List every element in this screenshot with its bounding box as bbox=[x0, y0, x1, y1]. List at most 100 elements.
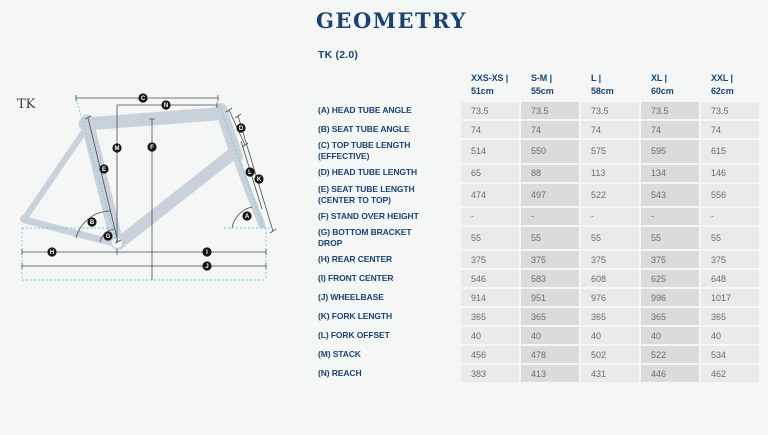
table-row: (B) SEAT TUBE ANGLE 74 74 74 74 74 bbox=[318, 121, 768, 139]
table-row: (A) HEAD TUBE ANGLE 73.5 73.5 73.5 73.5 73.5 bbox=[318, 102, 768, 120]
marker-j: J bbox=[202, 261, 212, 271]
marker-e: E bbox=[99, 164, 109, 174]
rear-dropout bbox=[20, 215, 28, 223]
value-cell: 575 bbox=[581, 140, 639, 163]
value-cell: 456 bbox=[461, 346, 519, 364]
marker-i: I bbox=[202, 247, 212, 257]
table-row: (K) FORK LENGTH 365 365 365 365 365 bbox=[318, 308, 768, 326]
marker-n: N bbox=[161, 100, 171, 110]
value-cell: 365 bbox=[461, 308, 519, 326]
value-cell: 543 bbox=[641, 183, 699, 206]
row-label: (K) FORK LENGTH bbox=[318, 311, 393, 322]
svg-text:M: M bbox=[115, 146, 120, 152]
table-row: (L) FORK OFFSET 40 40 40 40 40 bbox=[318, 327, 768, 345]
value-cell: 1017 bbox=[701, 289, 759, 307]
svg-text:C: C bbox=[141, 96, 146, 102]
marker-f: F bbox=[147, 142, 157, 152]
table-header-row: XXS-XS | 51cm S-M | 55cm L | 58cm XL | 60cm XXL … bbox=[318, 72, 768, 98]
row-label: (H) REAR CENTER bbox=[318, 254, 393, 265]
svg-text:A: A bbox=[245, 214, 250, 220]
table-row: (I) FRONT CENTER 546 583 608 625 648 bbox=[318, 270, 768, 288]
svg-text:I: I bbox=[206, 250, 208, 256]
value-cell: 413 bbox=[521, 365, 579, 383]
value-cell: 546 bbox=[461, 270, 519, 288]
row-label: (N) REACH bbox=[318, 368, 362, 379]
value-cell: 478 bbox=[521, 346, 579, 364]
value-cell: 383 bbox=[461, 365, 519, 383]
value-cell: 375 bbox=[581, 251, 639, 269]
value-cell: 608 bbox=[581, 270, 639, 288]
row-label: (I) FRONT CENTER bbox=[318, 273, 394, 284]
value-cell: - bbox=[461, 207, 519, 225]
table-row: (E) SEAT TUBE LENGTH (CENTER TO TOP) 474 49… bbox=[318, 183, 768, 206]
table-row: (D) HEAD TUBE LENGTH 65 88 113 134 146 bbox=[318, 164, 768, 182]
frame-geometry-diagram: TK A B C D E F G H I J KL M N bbox=[17, 93, 277, 281]
diagram-model-label: TK bbox=[17, 97, 36, 112]
row-label: (C) TOP TUBE LENGTH (EFFECTIVE) bbox=[318, 140, 411, 162]
marker-c: C bbox=[138, 93, 148, 103]
row-label: (L) FORK OFFSET bbox=[318, 330, 390, 341]
page-title: GEOMETRY bbox=[316, 8, 467, 33]
value-cell: 375 bbox=[641, 251, 699, 269]
svg-text:B: B bbox=[90, 220, 95, 226]
value-cell: 502 bbox=[581, 346, 639, 364]
value-cell: 556 bbox=[701, 183, 759, 206]
row-label: (E) SEAT TUBE LENGTH (CENTER TO TOP) bbox=[318, 183, 415, 205]
marker-h: H bbox=[47, 247, 57, 257]
value-cell: 40 bbox=[641, 327, 699, 345]
column-header-2: S-M | 55cm bbox=[531, 73, 554, 97]
value-cell: 365 bbox=[701, 308, 759, 326]
marker-m: M bbox=[112, 143, 122, 153]
value-cell: 534 bbox=[701, 346, 759, 364]
front-dropout bbox=[258, 221, 266, 229]
value-cell: 625 bbox=[641, 270, 699, 288]
value-cell: 996 bbox=[641, 289, 699, 307]
column-header-1: XXS-XS | 51cm bbox=[471, 73, 509, 97]
value-cell: - bbox=[641, 207, 699, 225]
value-cell: 583 bbox=[521, 270, 579, 288]
svg-text:L: L bbox=[248, 170, 252, 176]
row-label: (B) SEAT TUBE ANGLE bbox=[318, 123, 410, 134]
value-cell: 615 bbox=[701, 140, 759, 163]
bike-frame-illustration bbox=[20, 103, 266, 250]
value-cell: 522 bbox=[641, 346, 699, 364]
geometry-table: XXS-XS | 51cm S-M | 55cm L | 58cm XL | 60cm XXL … bbox=[318, 72, 768, 384]
table-row: (G) BOTTOM BRACKET DROP 55 55 55 55 55 bbox=[318, 226, 768, 250]
table-row: (H) REAR CENTER 375 375 375 375 375 bbox=[318, 251, 768, 269]
svg-text:J: J bbox=[205, 264, 208, 270]
value-cell: - bbox=[581, 207, 639, 225]
value-cell: 88 bbox=[521, 164, 579, 182]
value-cell: 375 bbox=[461, 251, 519, 269]
row-label: (G) BOTTOM BRACKET DROP bbox=[318, 226, 412, 249]
value-cell: 462 bbox=[701, 365, 759, 383]
value-cell: 134 bbox=[641, 164, 699, 182]
marker-l: L bbox=[245, 167, 255, 177]
value-cell: 550 bbox=[521, 140, 579, 163]
value-cell: 55 bbox=[641, 226, 699, 250]
value-cell: 74 bbox=[701, 121, 759, 139]
value-cell: 951 bbox=[521, 289, 579, 307]
value-cell: 73.5 bbox=[461, 102, 519, 120]
value-cell: 55 bbox=[581, 226, 639, 250]
value-cell: 65 bbox=[461, 164, 519, 182]
row-label: (F) STAND OVER HEIGHT bbox=[318, 210, 419, 221]
value-cell: 74 bbox=[641, 121, 699, 139]
value-cell: 595 bbox=[641, 140, 699, 163]
dimension-markers: A B C D E F G H I J KL M N bbox=[47, 93, 264, 271]
value-cell: 74 bbox=[581, 121, 639, 139]
value-cell: 522 bbox=[581, 183, 639, 206]
table-body: (A) HEAD TUBE ANGLE 73.5 73.5 73.5 73.5 73.5(… bbox=[318, 102, 768, 383]
value-cell: 365 bbox=[641, 308, 699, 326]
table-row: (J) WHEELBASE 914 951 976 996 1017 bbox=[318, 289, 768, 307]
value-cell: - bbox=[521, 207, 579, 225]
value-cell: 365 bbox=[521, 308, 579, 326]
value-cell: - bbox=[701, 207, 759, 225]
value-cell: 40 bbox=[701, 327, 759, 345]
value-cell: 73.5 bbox=[581, 102, 639, 120]
column-header-5: XXL | 62cm bbox=[711, 73, 734, 97]
svg-text:E: E bbox=[102, 167, 106, 173]
row-label: (D) HEAD TUBE LENGTH bbox=[318, 167, 418, 178]
value-cell: 375 bbox=[701, 251, 759, 269]
value-cell: 55 bbox=[701, 226, 759, 250]
column-header-3: L | 58cm bbox=[591, 73, 614, 97]
